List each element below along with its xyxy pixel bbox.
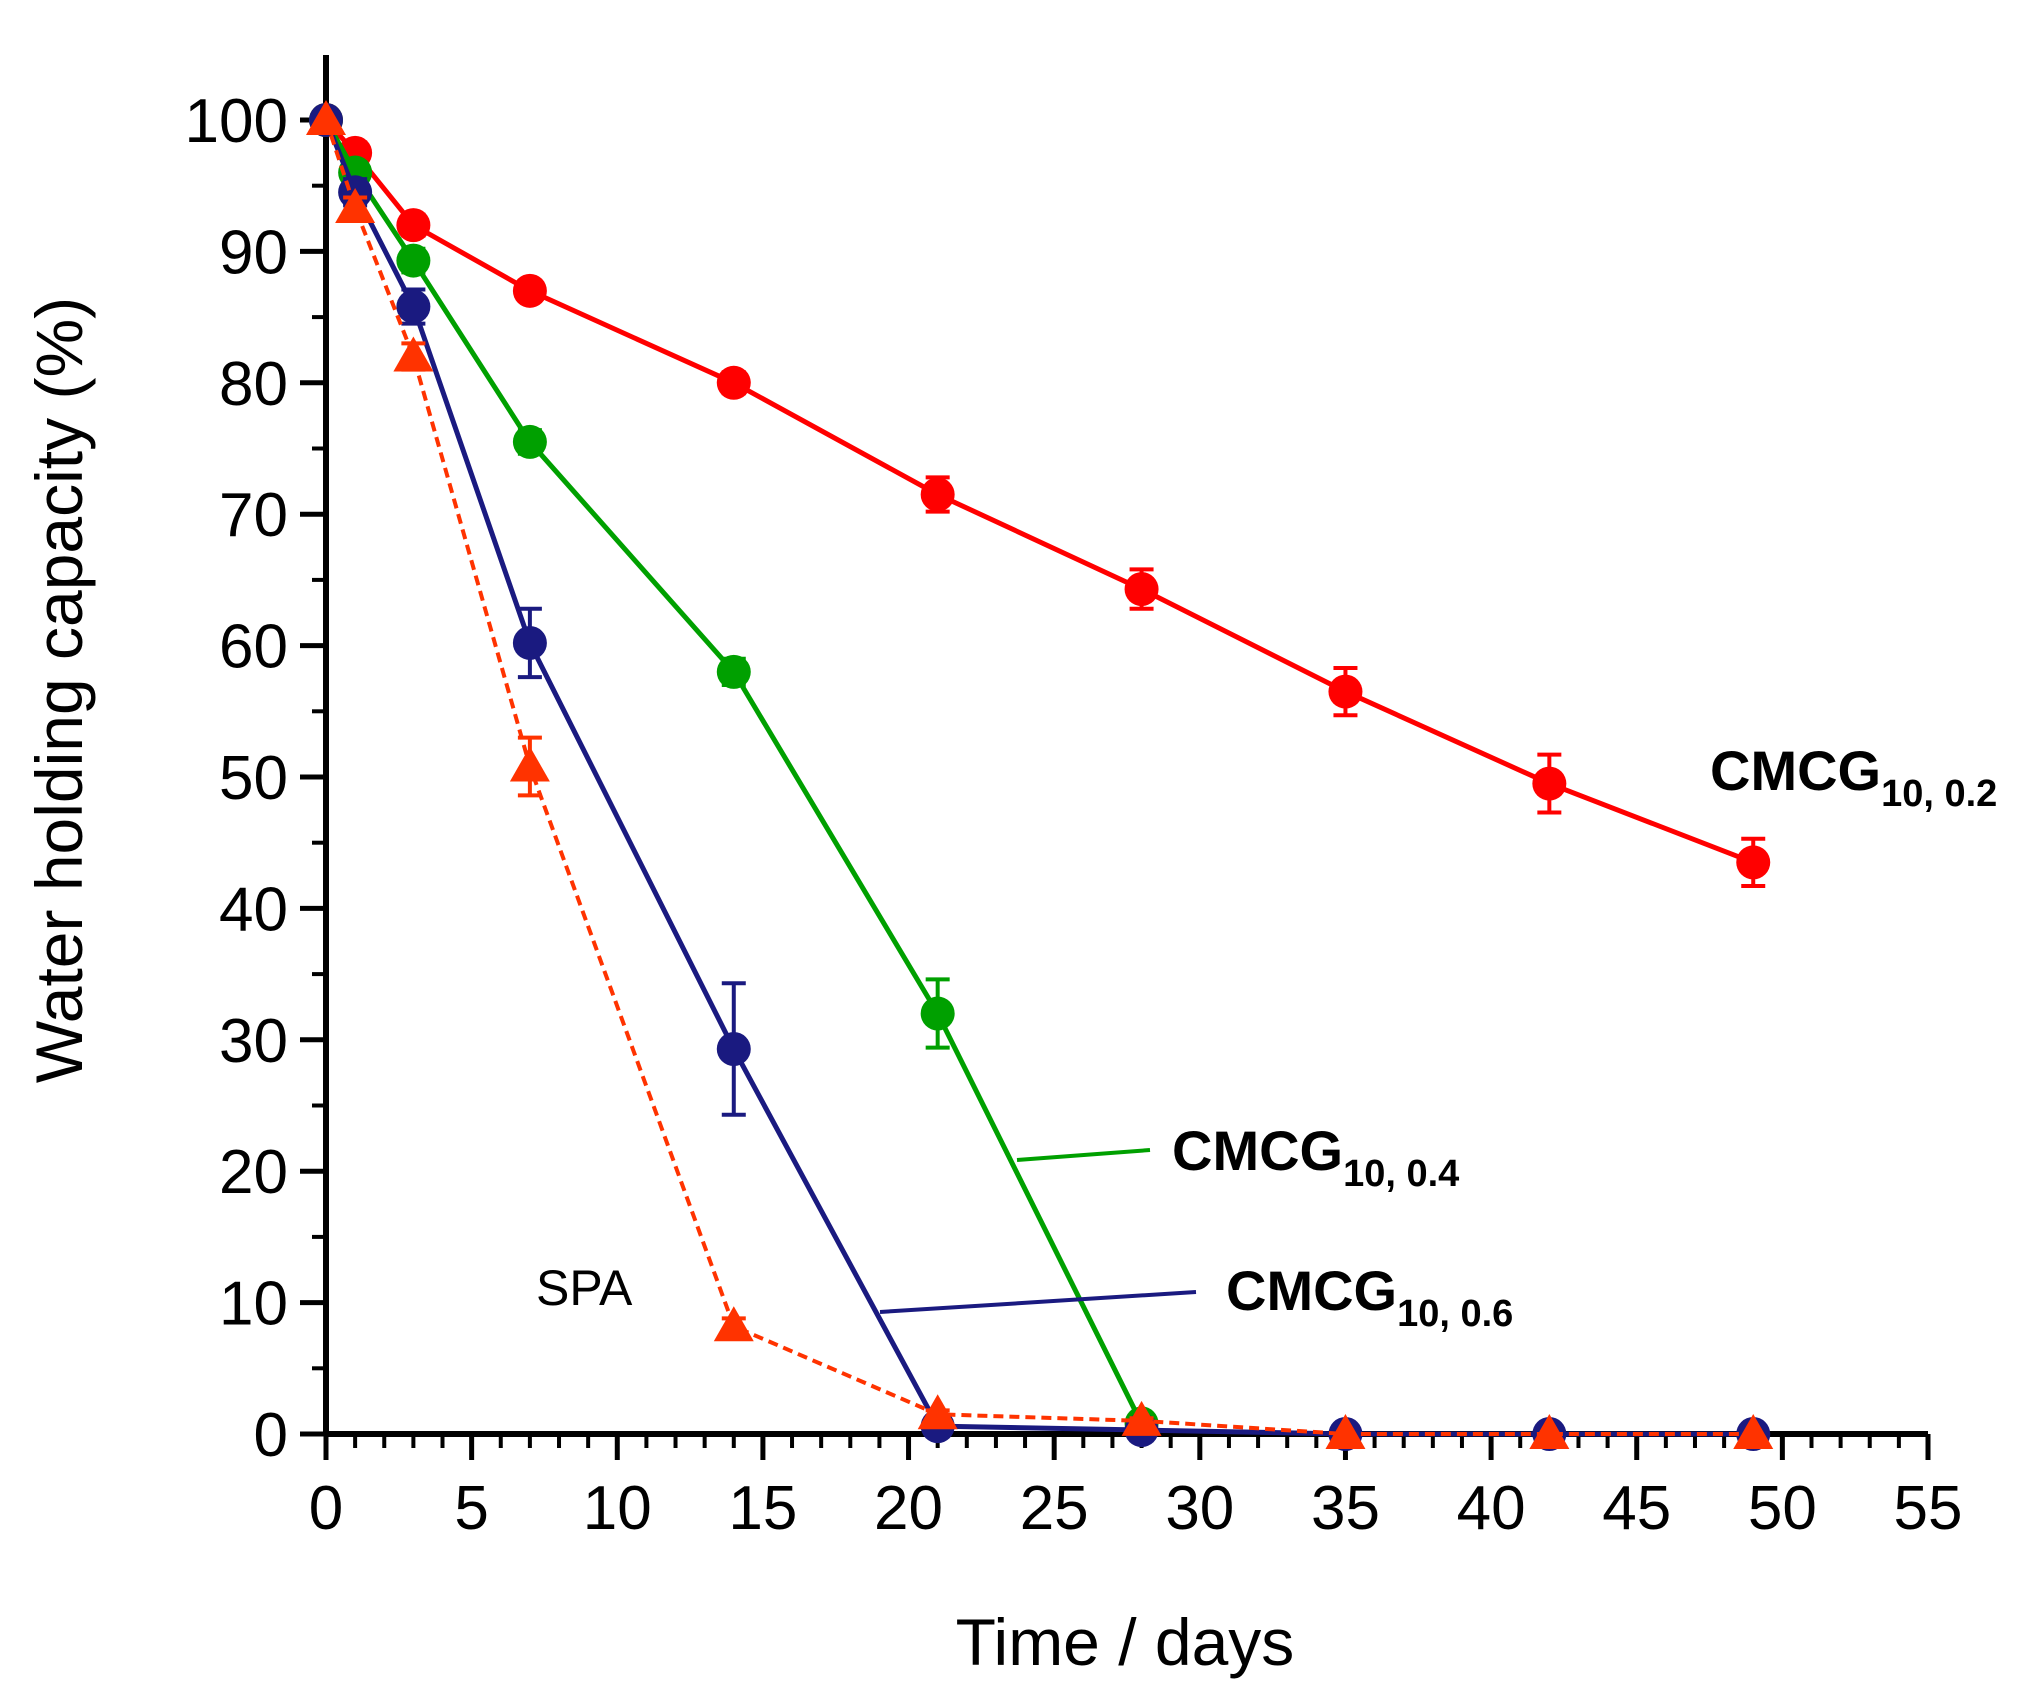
x-tick-label: 10: [583, 1474, 652, 1543]
data-point: [1121, 1400, 1162, 1436]
data-point: [716, 654, 751, 689]
data-point: [920, 477, 955, 512]
series-0: [309, 103, 1771, 889]
series-label: SPA: [536, 1260, 633, 1316]
data-point: [509, 746, 550, 782]
x-tick-label: 5: [454, 1474, 488, 1543]
x-tick-label: 50: [1748, 1474, 1817, 1543]
series-label-sub: 10, 0.2: [1881, 773, 1997, 815]
data-point: [1124, 572, 1159, 607]
series-line: [324, 118, 1755, 865]
series-label-main: CMCG: [1172, 1119, 1343, 1182]
y-tick-label: 40: [219, 875, 288, 944]
x-tick-label: 35: [1311, 1474, 1380, 1543]
series-line: [324, 119, 1754, 1436]
data-point: [512, 424, 547, 459]
y-tick-label: 60: [219, 613, 288, 682]
data-point: [512, 625, 547, 660]
series-label: CMCG10, 0.6: [1226, 1259, 1513, 1335]
data-point: [1532, 766, 1567, 801]
data-point: [920, 996, 955, 1031]
series-1: [309, 103, 1159, 1441]
x-tick-label: 40: [1457, 1474, 1526, 1543]
series-label-sub: 10, 0.4: [1343, 1153, 1459, 1195]
y-tick-label: 80: [219, 350, 288, 419]
data-point: [1529, 1414, 1570, 1449]
y-tick-label: 20: [219, 1138, 288, 1207]
series-3: [306, 100, 1774, 1449]
axis-ticks: 0 5 10 15 20 25 30 35 40 45 50 55 0 10 20 30 40 50 60 70 80 9…: [185, 87, 1963, 1543]
data-point: [713, 1306, 754, 1342]
y-tick-label: 70: [219, 481, 288, 550]
data-point: [1328, 674, 1363, 709]
y-tick-label: 90: [219, 218, 288, 287]
y-tick-label: 100: [185, 87, 288, 156]
data-point: [1325, 1414, 1366, 1449]
series-label: CMCG10, 0.2: [1710, 739, 1997, 815]
x-axis-title: Time / days: [956, 1605, 1295, 1679]
x-tick-label: 30: [1165, 1474, 1234, 1543]
data-point: [716, 365, 751, 400]
y-tick-label: 10: [219, 1270, 288, 1339]
x-tick-label: 0: [309, 1474, 343, 1543]
y-tick-label: 0: [254, 1401, 288, 1470]
leader-line: [1016, 1148, 1151, 1162]
x-tick-label: 20: [874, 1474, 943, 1543]
y-tick-label: 50: [219, 744, 288, 813]
y-axis-title: Water holding capacity (%): [22, 297, 96, 1083]
data-point: [1733, 1414, 1774, 1449]
series-label-sub: 10, 0.6: [1397, 1293, 1513, 1335]
series-label-main: CMCG: [1710, 739, 1881, 802]
data-point: [396, 243, 431, 278]
data-point: [512, 273, 547, 308]
series-line: [323, 118, 1144, 1425]
x-tick-label: 45: [1602, 1474, 1671, 1543]
series-label-main: SPA: [536, 1260, 633, 1316]
leader-line: [879, 1290, 1197, 1314]
data-point: [393, 336, 434, 372]
data-point: [306, 100, 346, 135]
x-tick-label: 15: [728, 1474, 797, 1543]
x-tick-label: 55: [1894, 1474, 1963, 1543]
data-point: [396, 208, 431, 243]
data-point: [917, 1394, 958, 1430]
data-point: [335, 188, 376, 224]
data-point: [396, 289, 431, 324]
axes: [323, 55, 1928, 1437]
series-label: CMCG10, 0.4: [1172, 1119, 1459, 1195]
series-label-main: CMCG: [1226, 1259, 1397, 1322]
data-point: [1736, 845, 1771, 880]
series-layer: [306, 100, 1774, 1451]
data-point: [716, 1031, 751, 1066]
y-tick-label: 30: [219, 1007, 288, 1076]
x-tick-label: 25: [1020, 1474, 1089, 1543]
